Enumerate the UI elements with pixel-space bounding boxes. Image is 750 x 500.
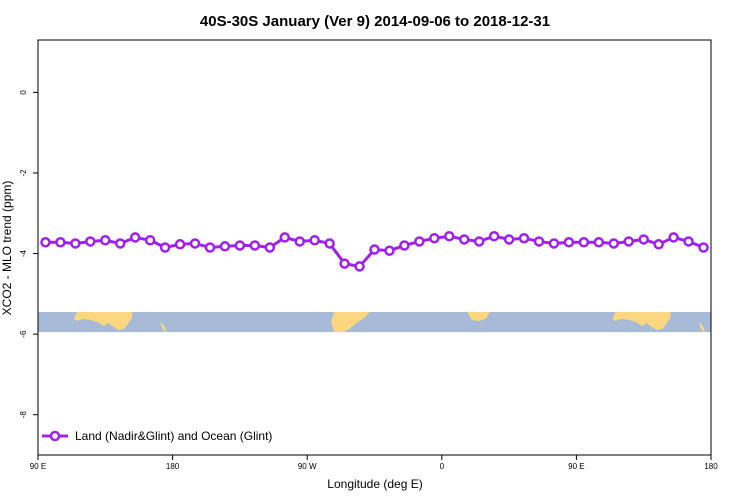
land-australia: [73, 311, 133, 331]
plot-frame: [37, 39, 712, 456]
data-point: [279, 232, 291, 243]
x-tick-label: 90 E: [30, 462, 46, 471]
y-axis: 0 -2 -4 -6 -8: [19, 90, 38, 419]
data-point: [249, 240, 261, 251]
x-axis-label: Longitude (deg E): [327, 477, 422, 491]
data-point: [70, 238, 81, 249]
x-tick-label: 90 W: [298, 462, 317, 471]
data-point: [129, 232, 141, 243]
data-point: [234, 240, 246, 251]
land-africa: [467, 311, 490, 322]
data-point: [638, 234, 649, 245]
data-point: [219, 241, 231, 252]
data-point: [548, 238, 560, 249]
data-point: [55, 237, 66, 248]
data-point: [354, 261, 365, 272]
land-new-zealand-repeat: [699, 322, 706, 333]
data-point: [339, 258, 350, 269]
data-point: [683, 236, 694, 247]
data-point: [309, 234, 320, 246]
data-point: [174, 239, 186, 250]
data-point: [533, 236, 545, 247]
data-point: [399, 240, 410, 251]
legend-label: Land (Nadir&Glint) and Ocean (Glint): [75, 429, 272, 443]
data-point: [85, 236, 96, 247]
data-point: [384, 245, 395, 256]
data-point: [608, 238, 620, 249]
data-point: [40, 237, 51, 248]
data-point: [518, 232, 530, 244]
data-point: [623, 236, 634, 247]
data-point: [563, 237, 575, 248]
y-tick-label: -4: [19, 249, 28, 257]
data-point: [668, 232, 679, 243]
y-axis-label: XCO2 - MLO trend (ppm): [0, 181, 14, 316]
ocean-band: [38, 311, 711, 333]
x-tick-label: 180: [166, 462, 180, 471]
data-point: [429, 232, 440, 244]
data-point: [593, 237, 605, 248]
data-point: [100, 234, 111, 246]
chart-title: 40S-30S January (Ver 9) 2014-09-06 to 20…: [200, 13, 550, 30]
data-point: [115, 238, 126, 249]
data-point: [578, 237, 590, 248]
y-tick-label: -8: [19, 411, 28, 419]
land-new-zealand: [160, 322, 167, 333]
data-point: [444, 230, 455, 242]
map-strip: [38, 311, 711, 333]
y-tick-label: 0: [19, 90, 28, 95]
data-point: [144, 234, 156, 246]
land-south-america: [331, 311, 371, 333]
data-point: [503, 234, 515, 245]
y-tick-label: -2: [19, 169, 28, 177]
legend-marker: [49, 430, 61, 442]
data-point: [324, 238, 335, 249]
legend: Land (Nadir&Glint) and Ocean (Glint): [42, 429, 272, 443]
data-point: [414, 236, 425, 247]
land-australia-repeat: [612, 311, 671, 331]
y-tick-label: -6: [19, 330, 28, 338]
data-point: [159, 242, 171, 253]
data-point: [369, 244, 380, 255]
data-point: [698, 242, 709, 253]
data-point: [473, 236, 485, 247]
data-point: [488, 230, 500, 242]
data-point: [204, 242, 216, 253]
x-tick-label: 180: [704, 462, 718, 471]
data-point: [294, 236, 305, 247]
data-point: [264, 242, 276, 253]
x-tick-label: 0: [440, 462, 445, 471]
x-tick-label: 90 E: [568, 462, 584, 471]
series-layer: [40, 230, 709, 272]
data-point: [189, 238, 201, 249]
data-point: [653, 239, 664, 250]
x-axis: 90 E 180 90 W 0 90 E 180: [30, 455, 718, 471]
data-point: [458, 234, 470, 245]
